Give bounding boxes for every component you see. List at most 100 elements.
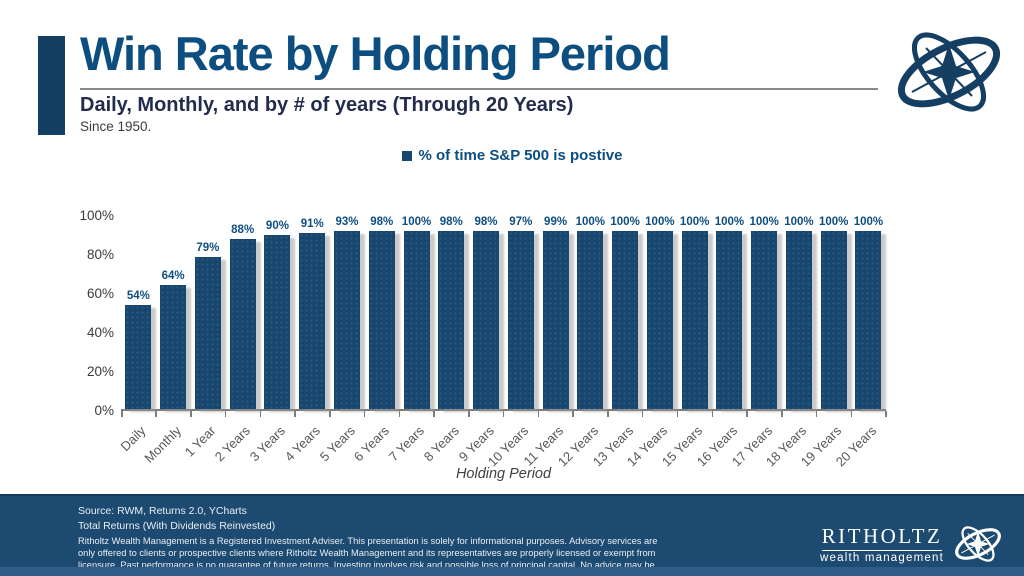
bar-column: 90% xyxy=(260,216,295,409)
bar-value-label: 88% xyxy=(231,224,255,237)
bar-column: 100% xyxy=(399,216,434,409)
since-label: Since 1950. xyxy=(80,119,152,134)
title-underline xyxy=(80,88,878,90)
bar-value-label: 100% xyxy=(853,216,884,228)
gyroscope-logo-icon xyxy=(882,20,1016,124)
bar xyxy=(716,231,743,409)
bar xyxy=(194,256,221,409)
bar xyxy=(299,233,326,409)
bar-column: 100% xyxy=(573,216,608,409)
x-axis-cell: 1 Year xyxy=(182,411,227,483)
bar-value-label: 100% xyxy=(610,216,640,228)
x-axis-cell: 10 Years xyxy=(485,411,540,483)
bar-column: 79% xyxy=(191,216,226,409)
bar-value-label: 90% xyxy=(265,220,289,233)
bar-value-label: 93% xyxy=(335,216,359,228)
bar xyxy=(438,231,465,409)
y-axis-tick-label: 0% xyxy=(94,403,114,418)
x-axis-tick-label: Daily xyxy=(117,423,149,455)
y-axis-tick-label: 40% xyxy=(86,325,114,340)
bar-column: 100% xyxy=(851,216,886,409)
bar-value-label: 100% xyxy=(645,216,675,228)
source-line-1: Source: RWM, Returns 2.0, YCharts xyxy=(78,505,247,517)
x-axis-cell: 13 Years xyxy=(589,411,644,483)
x-axis-cell: 16 Years xyxy=(694,411,748,483)
bar xyxy=(820,231,847,409)
bar-value-label: 100% xyxy=(679,216,710,228)
footer-brand-logo: RITHOLTZ wealth management xyxy=(820,518,1008,570)
x-axis-cell: 2 Years xyxy=(212,411,262,483)
bar-value-label: 100% xyxy=(818,216,849,228)
x-axis-cell: 3 Years xyxy=(247,411,296,483)
bar xyxy=(855,231,882,409)
bar-column: 91% xyxy=(295,216,330,409)
x-axis-cell: 12 Years xyxy=(555,411,609,483)
bottom-strip xyxy=(0,567,1024,576)
page-subtitle: Daily, Monthly, and by # of years (Throu… xyxy=(80,94,574,116)
bar-column: 93% xyxy=(330,216,365,409)
x-axis-cell: 5 Years xyxy=(316,411,366,483)
x-axis-cell: 20 Years xyxy=(833,411,887,483)
plot-area: 54% 64% 79% 88% 90% 91% 93% 98% 100% 98% 98% 97% 99%… xyxy=(121,216,886,411)
bar-value-label: 100% xyxy=(749,216,779,228)
bar-value-label: 100% xyxy=(575,216,606,228)
bar-value-label: 98% xyxy=(370,216,394,228)
bar-value-label: 54% xyxy=(126,289,150,302)
x-axis-title: Holding Period xyxy=(455,466,552,482)
brand-text: RITHOLTZ wealth management xyxy=(820,524,944,564)
bar-column: 100% xyxy=(816,216,851,409)
bar-column: 98% xyxy=(434,216,469,409)
x-axis-cell: 6 Years xyxy=(351,411,401,483)
x-axis-cell: 8 Years xyxy=(421,411,470,483)
brand-name: RITHOLTZ xyxy=(821,524,943,551)
bar xyxy=(646,231,673,409)
bar xyxy=(681,231,708,409)
bar xyxy=(264,235,291,409)
bar xyxy=(403,231,430,409)
bar xyxy=(542,231,569,409)
y-axis-tick-label: 100% xyxy=(79,208,114,223)
footer: Source: RWM, Returns 2.0, YCharts Total … xyxy=(0,494,1024,576)
bar-column: 99% xyxy=(538,216,573,409)
bar-value-label: 100% xyxy=(401,216,432,228)
bar-value-label: 98% xyxy=(439,216,463,228)
brand-tagline: wealth management xyxy=(820,552,944,564)
bar-value-label: 64% xyxy=(161,270,185,283)
x-axis-cell: 4 Years xyxy=(282,411,331,483)
y-axis-tick-label: 20% xyxy=(86,364,114,379)
x-axis-cell: 15 Years xyxy=(659,411,714,483)
bar xyxy=(368,231,395,409)
source-line-2: Total Returns (With Dividends Reinvested… xyxy=(78,519,276,532)
bar xyxy=(507,231,534,409)
x-axis-cell: 9 Years xyxy=(455,411,505,483)
bar-column: 100% xyxy=(747,216,782,409)
bar-value-label: 99% xyxy=(544,216,568,228)
title-accent-bar xyxy=(38,36,65,135)
bar-column: 97% xyxy=(503,216,538,409)
legend-label: % of time S&P 500 is postive xyxy=(418,147,623,164)
bar xyxy=(125,304,152,409)
y-axis-tick-label: 60% xyxy=(86,286,114,301)
x-axis-labels: Daily Monthly 1 Year 2 Years 3 Years 4 Years 5… xyxy=(117,411,887,483)
x-axis-cell: 17 Years xyxy=(728,411,783,483)
bar-value-label: 97% xyxy=(509,216,533,228)
bar-value-label: 98% xyxy=(474,216,498,228)
bar xyxy=(751,231,778,409)
bar xyxy=(577,231,604,409)
bar-value-label: 79% xyxy=(196,241,220,254)
bar xyxy=(229,239,256,409)
bar-column: 100% xyxy=(608,216,643,409)
bar-column: 100% xyxy=(712,216,747,409)
bar-column: 54% xyxy=(121,216,156,409)
x-axis-cell: 18 Years xyxy=(763,411,818,483)
bar-value-label: 100% xyxy=(714,216,745,228)
bar xyxy=(785,231,812,409)
bar xyxy=(160,285,187,409)
bar xyxy=(333,231,360,409)
x-axis-cell: 7 Years xyxy=(386,411,435,483)
bar-column: 100% xyxy=(642,216,677,409)
bar-value-label: 91% xyxy=(300,218,324,231)
bar-column: 64% xyxy=(156,216,191,409)
y-axis-labels: 0% 20% 40% 60% 80% 100% xyxy=(60,208,118,418)
gyroscope-logo-icon xyxy=(948,518,1008,570)
